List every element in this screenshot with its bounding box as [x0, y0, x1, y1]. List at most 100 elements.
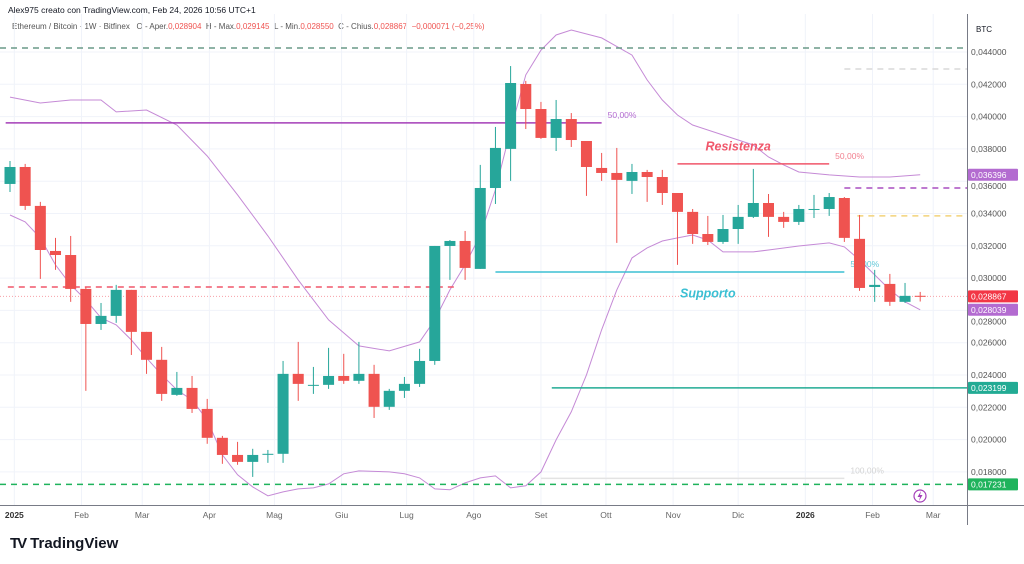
candle [747, 168, 759, 219]
x-tick-label: Lug [399, 510, 413, 520]
candle [80, 286, 92, 391]
candle [34, 201, 46, 279]
candle-body [808, 208, 820, 210]
lightning-icon[interactable] [913, 489, 927, 503]
candle [687, 208, 699, 244]
candle [823, 192, 835, 216]
open-label: O - Aper. [136, 22, 169, 31]
candle-body [80, 288, 92, 324]
candle-body [201, 408, 213, 438]
candle-body [611, 172, 623, 180]
candle [323, 347, 335, 389]
price-label-badge [968, 168, 1018, 181]
candle-body [216, 437, 228, 455]
candle [626, 163, 638, 194]
chart-credit: Alex975 creato con TradingView.com, Feb … [8, 5, 256, 15]
candle [110, 284, 122, 323]
candle-body [626, 171, 638, 181]
candle [763, 193, 774, 237]
candle [383, 388, 395, 410]
tradingview-logo-icon: TV [10, 535, 27, 552]
candle-body [50, 250, 62, 256]
candle [247, 448, 259, 477]
price-chart[interactable]: BTC 0,044000 0,042000 0,040000 0,038000 0,036… [0, 0, 1024, 530]
candle [368, 364, 380, 418]
candle-body [535, 109, 547, 138]
candle-body [565, 119, 577, 141]
x-tick-label: Ott [600, 510, 612, 520]
y-tick-label: 0,020000 [971, 435, 1007, 445]
candle-body [459, 240, 471, 268]
open-value: 0,028904 [168, 22, 202, 31]
candle-body [171, 387, 183, 395]
candle [474, 164, 486, 269]
candle-body [474, 187, 486, 269]
candle-body [732, 216, 744, 230]
price-label-badge [968, 478, 1018, 491]
candle-body [656, 177, 668, 193]
candle-body [505, 83, 517, 149]
candle-body [383, 390, 395, 407]
candle [156, 346, 168, 401]
candle-body [262, 453, 274, 455]
price-label-badge [968, 290, 1018, 303]
candle-body [899, 295, 911, 302]
y-tick-label: 0,028000 [971, 316, 1007, 326]
candle-body [4, 166, 16, 184]
candle-body [125, 289, 137, 332]
candle [808, 194, 820, 219]
candle [65, 235, 77, 302]
candle-body [368, 373, 380, 407]
candle [307, 366, 319, 394]
candle [899, 282, 911, 303]
candle [717, 214, 729, 244]
candle [338, 353, 350, 384]
x-tick-label: Giu [335, 510, 349, 520]
candle-body [414, 360, 426, 384]
high-value: 0,029145 [236, 22, 270, 31]
candle-body [580, 140, 592, 167]
price-label-text: 0,028039 [971, 305, 1007, 315]
candle-body [884, 283, 896, 302]
y-tick-label: 0,042000 [971, 79, 1007, 89]
candle [778, 211, 790, 228]
x-tick-label: Ago [466, 510, 481, 520]
candle [489, 126, 501, 204]
candle-body [19, 166, 31, 206]
candle-body [247, 454, 259, 462]
symbol-info[interactable]: Ethereum / Bitcoin · 1W · Bitfinex [12, 22, 130, 31]
candle [702, 215, 714, 245]
x-tick-label: Feb [74, 510, 89, 520]
price-label-badge [968, 381, 1018, 394]
x-tick-label: Mag [266, 510, 283, 520]
candle [505, 66, 517, 181]
tradingview-logo[interactable]: TV TradingView [10, 535, 118, 552]
candle [262, 449, 274, 463]
low-value: 0,028550 [300, 22, 334, 31]
price-label-text: 0,036396 [971, 170, 1007, 180]
price-label-text: 0,028867 [971, 291, 1007, 301]
currency-label: BTC [976, 25, 992, 34]
candle [277, 360, 289, 463]
candle [732, 204, 744, 244]
bollinger-lower-band [9, 214, 921, 497]
y-tick-label: 0,030000 [971, 273, 1007, 283]
candle-body [793, 208, 805, 222]
candle [232, 441, 244, 465]
candle-body [914, 295, 926, 297]
annotation-resistenza: Resistenza [706, 140, 771, 154]
candle-body [141, 331, 153, 360]
candle [292, 341, 304, 401]
candle-body [671, 192, 683, 212]
x-tick-label: 2026 [796, 510, 815, 520]
candle [19, 163, 31, 210]
candle-body [232, 454, 244, 462]
candle [854, 214, 866, 291]
candle [50, 237, 62, 270]
candle-body [854, 238, 866, 288]
y-tick-label: 0,024000 [971, 370, 1007, 380]
candle-body [95, 315, 107, 324]
candle [186, 375, 198, 413]
close-value: 0,028867 [373, 22, 408, 31]
y-tick-label: 0,044000 [971, 47, 1007, 57]
